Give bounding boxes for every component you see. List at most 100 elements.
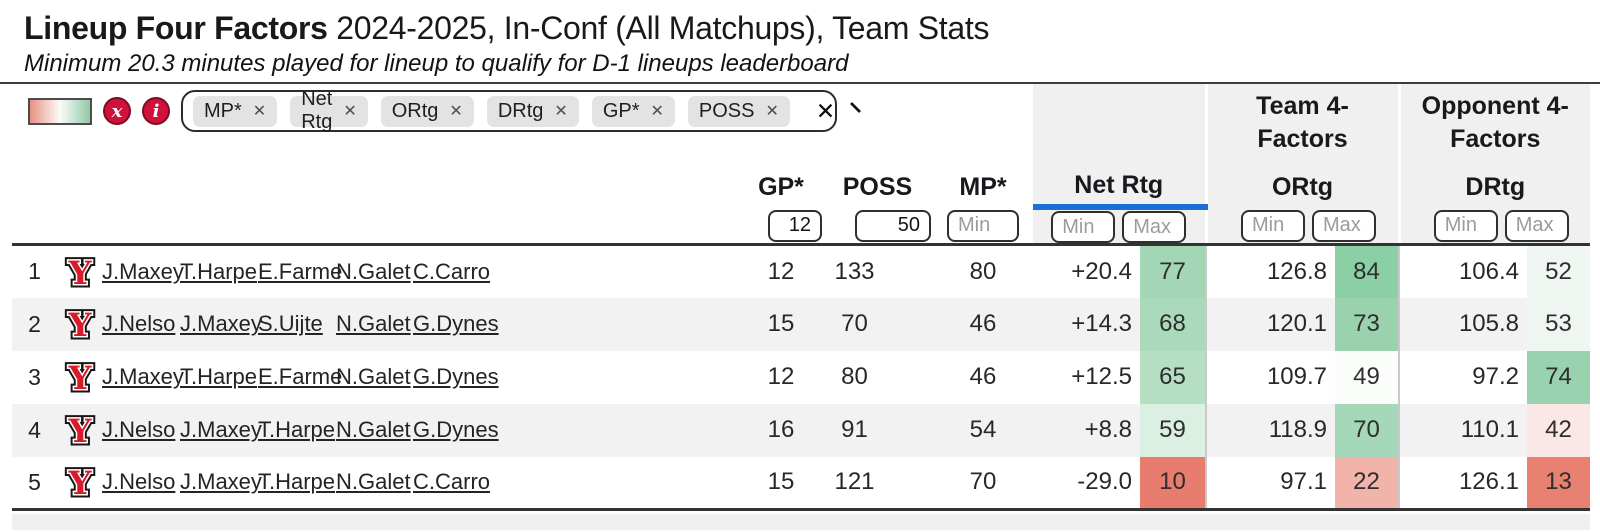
player-link[interactable]: T.Harpe <box>180 258 258 284</box>
page-title-context: 2024-2025, In-Conf (All Matchups), Team … <box>327 10 990 46</box>
ortg-value: 126.8 <box>1205 244 1335 298</box>
filter-chip-label: GP* <box>602 99 640 122</box>
poss-filter-input[interactable] <box>855 209 931 242</box>
chip-remove-icon[interactable]: ✕ <box>343 103 357 120</box>
team-logo-icon: YY <box>64 303 96 348</box>
gp-filter-input[interactable] <box>768 209 822 242</box>
dropdown-chevron-icon[interactable] <box>850 101 862 114</box>
mp-min-filter-input[interactable] <box>947 209 1019 242</box>
chip-remove-icon[interactable]: ✕ <box>554 103 568 120</box>
drtg-percentile: 52 <box>1527 244 1590 298</box>
player-link[interactable]: C.Carro <box>413 469 491 495</box>
poss-value: 80 <box>841 363 868 390</box>
player-link[interactable]: N.Galet <box>336 364 411 389</box>
drtg-min-input[interactable] <box>1433 209 1498 242</box>
svg-text:Y: Y <box>67 464 92 502</box>
team-logo-icon: YY <box>64 250 96 295</box>
player-link[interactable]: J.Nelso <box>102 417 176 442</box>
column-header-poss[interactable]: POSS <box>842 172 913 201</box>
spacer-cell <box>490 245 740 298</box>
net-rtg-value: -29.0 <box>1077 468 1132 496</box>
filter-chip-drtg[interactable]: DRtg ✕ <box>486 95 579 127</box>
column-header-drtg[interactable]: DRtg <box>1397 167 1590 207</box>
ortg-value: 118.9 <box>1205 403 1335 457</box>
mp-value: 46 <box>969 363 997 390</box>
chip-remove-icon[interactable]: ✕ <box>650 103 664 120</box>
gp-value: 15 <box>767 310 795 337</box>
net-rtg-max-input[interactable] <box>1122 211 1187 243</box>
filter-multiselect[interactable]: MP* ✕ Net Rtg ✕ ORtg ✕ DRtg ✕ GP* ✕ POSS ✕ ✕ <box>181 88 862 133</box>
chip-remove-icon[interactable]: ✕ <box>449 103 463 120</box>
player-link[interactable]: E.Farme <box>258 364 343 389</box>
net-rtg-value: +8.8 <box>1084 416 1132 443</box>
net-rtg-percentile: 10 <box>1140 456 1206 510</box>
player-link[interactable]: G.Dynes <box>413 364 499 389</box>
net-rtg-percentile: 68 <box>1140 297 1206 351</box>
ortg-min-input[interactable] <box>1241 209 1305 242</box>
ortg-percentile: 70 <box>1335 403 1399 457</box>
player-link[interactable]: T.Harpe <box>180 364 258 389</box>
player-link[interactable]: J.Maxey <box>102 258 184 284</box>
filter-chip-gp[interactable]: GP* ✕ <box>591 95 675 127</box>
column-header-net-rtg[interactable]: Net Rtg <box>1033 167 1206 210</box>
player-link[interactable]: N.Galet <box>336 417 411 442</box>
spacer-cell <box>490 351 740 404</box>
page-title: Lineup Four Factors 2024-2025, In-Conf (… <box>24 8 1600 48</box>
player-link[interactable]: T.Harpe <box>258 417 336 442</box>
ortg-max-input[interactable] <box>1312 209 1376 242</box>
filter-chip-poss[interactable]: POSS ✕ <box>687 95 790 127</box>
poss-value: 70 <box>841 310 868 337</box>
drtg-percentile: 74 <box>1527 350 1590 404</box>
net-rtg-min-input[interactable] <box>1051 211 1116 243</box>
drtg-percentile: 42 <box>1527 403 1590 457</box>
player-link[interactable]: S.Uijte <box>258 311 323 336</box>
net-rtg-percentile: 65 <box>1140 350 1206 404</box>
filter-chip-mp[interactable]: MP* ✕ <box>193 95 278 127</box>
ortg-percentile: 49 <box>1335 350 1399 404</box>
player-link[interactable]: J.Maxey <box>180 311 262 336</box>
player-link[interactable]: J.Maxey <box>102 364 184 389</box>
player-link[interactable]: N.Galet <box>336 311 411 336</box>
player-link[interactable]: N.Galet <box>336 469 411 495</box>
drtg-percentile: 13 <box>1527 456 1590 510</box>
player-link[interactable]: J.Maxey <box>180 417 262 442</box>
svg-text:Y: Y <box>67 254 92 292</box>
info-circle-button[interactable]: i <box>142 97 170 125</box>
player-link[interactable]: J.Maxey <box>180 469 262 495</box>
chip-remove-icon[interactable]: ✕ <box>765 103 779 120</box>
ortg-value: 109.7 <box>1205 350 1335 404</box>
spacer-cell <box>490 404 740 457</box>
poss-value: 91 <box>841 416 868 443</box>
column-header-mp[interactable]: MP* <box>959 172 1007 201</box>
svg-text:Y: Y <box>67 359 92 397</box>
filter-chip-netrtg[interactable]: Net Rtg ✕ <box>290 88 368 133</box>
player-link[interactable]: C.Carro <box>413 258 491 284</box>
drtg-max-input[interactable] <box>1504 209 1569 242</box>
player-link[interactable]: G.Dynes <box>413 311 499 336</box>
filter-chip-label: POSS <box>698 99 755 122</box>
column-header-gp[interactable]: GP* <box>758 172 804 201</box>
close-circle-button[interactable]: x <box>103 97 131 125</box>
rank: 5 <box>28 468 41 495</box>
player-link[interactable]: G.Dynes <box>413 417 499 442</box>
chip-remove-icon[interactable]: ✕ <box>252 103 267 120</box>
player-link[interactable]: E.Farme <box>258 258 343 284</box>
column-header-ortg[interactable]: ORtg <box>1204 167 1399 207</box>
filter-chip-ortg[interactable]: ORtg ✕ <box>380 95 474 127</box>
player-link[interactable]: J.Nelso <box>102 469 176 495</box>
empty-header-cell <box>12 167 740 207</box>
drtg-value: 106.4 <box>1398 244 1527 298</box>
player-link[interactable]: N.Galet <box>336 258 411 284</box>
svg-text:Y: Y <box>67 412 92 450</box>
player-link[interactable]: T.Harpe <box>258 469 336 495</box>
lineup-table: x i MP* ✕ Net Rtg ✕ ORtg ✕ DRtg ✕ GP* ✕ POSS ✕… <box>12 84 1590 511</box>
clear-all-filters-icon[interactable]: ✕ <box>815 97 836 124</box>
player-link[interactable]: J.Nelso <box>102 311 176 336</box>
rank: 1 <box>28 258 41 285</box>
